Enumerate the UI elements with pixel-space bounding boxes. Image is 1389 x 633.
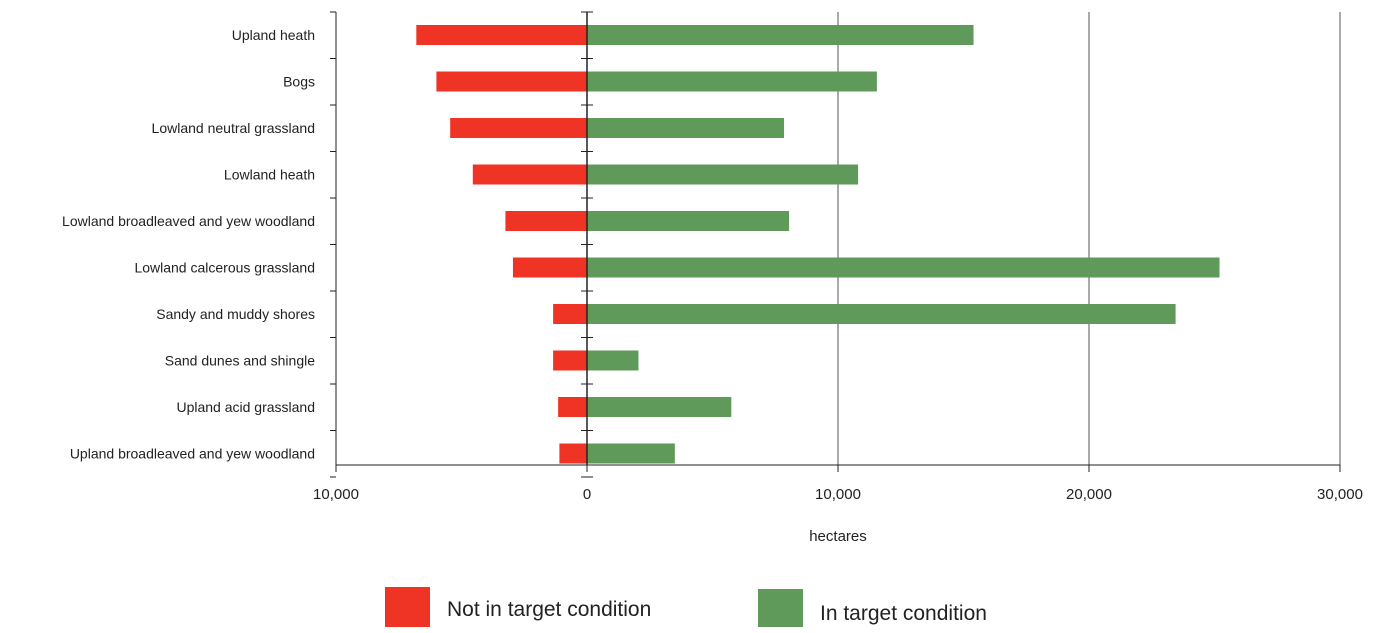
bar-not-in-target-9 (559, 443, 587, 464)
legend-swatch-in-target (758, 589, 803, 627)
legend-swatch-not-in-target (385, 587, 430, 627)
bar-not-in-target-8 (558, 397, 587, 417)
legend-label-not-in-target: Not in target condition (447, 598, 651, 621)
category-label-0: Upland heath (232, 27, 315, 43)
category-label-6: Sandy and muddy shores (156, 306, 315, 322)
category-label-5: Lowland calcerous grassland (134, 260, 315, 276)
bar-in-target-0 (587, 25, 974, 45)
bar-not-in-target-2 (450, 118, 587, 138)
category-label-9: Upland broadleaved and yew woodland (70, 446, 315, 462)
category-label-7: Sand dunes and shingle (165, 353, 315, 369)
x-tick-label-1: 0 (583, 486, 591, 503)
bar-in-target-3 (587, 164, 859, 185)
x-tick-label-0: 10,000 (313, 486, 359, 503)
bar-in-target-8 (587, 397, 732, 417)
bar-not-in-target-0 (416, 25, 587, 45)
category-label-1: Bogs (283, 74, 315, 90)
bar-not-in-target-4 (505, 211, 587, 231)
category-label-2: Lowland neutral grassland (152, 120, 315, 136)
bar-not-in-target-1 (436, 71, 587, 92)
bar-in-target-9 (587, 443, 675, 464)
bar-not-in-target-6 (553, 304, 587, 324)
bar-not-in-target-5 (512, 257, 587, 278)
bar-in-target-7 (587, 350, 639, 371)
bar-in-target-4 (587, 211, 790, 231)
legend-label-in-target: In target condition (820, 602, 987, 625)
x-tick-label-4: 30,000 (1317, 486, 1363, 503)
category-label-4: Lowland broadleaved and yew woodland (62, 213, 315, 229)
bar-in-target-2 (587, 118, 785, 138)
x-axis-title: hectares (809, 528, 867, 545)
bar-in-target-5 (587, 257, 1220, 278)
bar-in-target-1 (587, 71, 877, 92)
x-tick-label-3: 20,000 (1066, 486, 1112, 503)
bar-not-in-target-3 (472, 164, 587, 185)
category-label-8: Upland acid grassland (176, 399, 315, 415)
category-label-3: Lowland heath (224, 167, 315, 183)
x-tick-label-2: 10,000 (815, 486, 861, 503)
bar-in-target-6 (587, 304, 1176, 324)
bar-not-in-target-7 (553, 350, 587, 371)
